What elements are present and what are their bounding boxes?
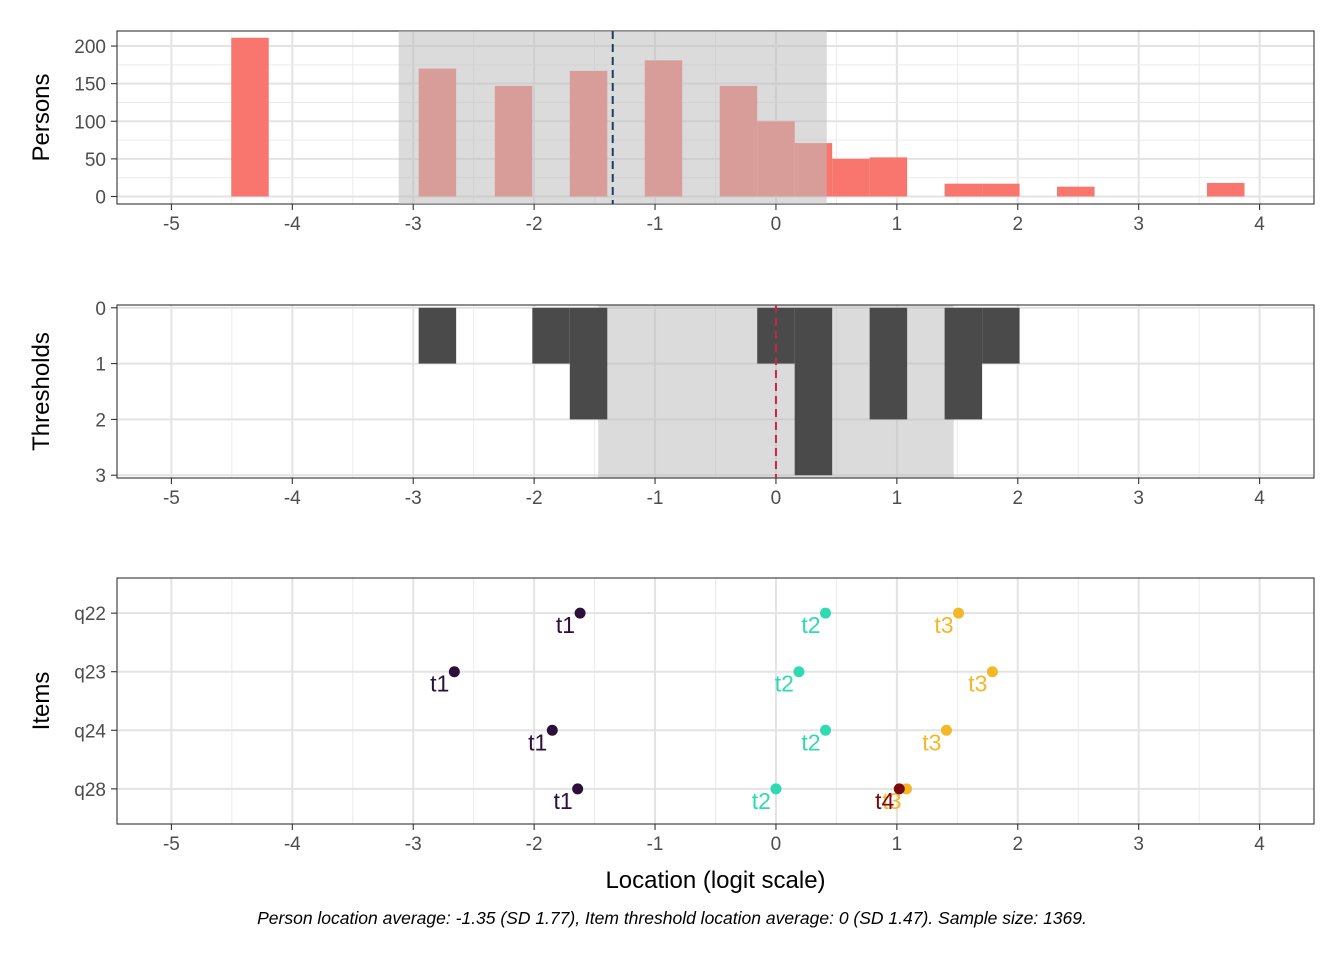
thresholds-x-tick-label: -4 — [284, 488, 301, 509]
thresholds-x-tick-label: 3 — [1133, 488, 1144, 509]
threshold-bar — [794, 307, 833, 476]
persons-bar — [982, 183, 1020, 197]
persons-y-tick-label: 150 — [74, 75, 106, 96]
thresholds-x-tick-label: -2 — [526, 488, 543, 509]
threshold-point-q24-t3 — [940, 724, 952, 736]
items-x-tick-label: 2 — [1012, 834, 1023, 855]
items-x-tick-label: -4 — [284, 834, 301, 855]
threshold-bar — [418, 307, 457, 364]
x-axis-label: Location (logit scale) — [605, 867, 825, 894]
persons-y-tick-label: 0 — [95, 187, 106, 208]
threshold-label-q28-t3: t3 — [882, 788, 901, 814]
items-x-tick-label: -3 — [405, 834, 422, 855]
thresholds-x-tick-label: 1 — [892, 488, 903, 509]
threshold-point-q22-t3 — [953, 607, 965, 619]
thresholds-y-tick-label: 0 — [95, 299, 106, 320]
persons-x-tick-label: 0 — [771, 214, 782, 235]
threshold-bar — [982, 307, 1020, 364]
threshold-label-q22-t2: t2 — [801, 612, 820, 638]
thresholds-x-tick-label: -5 — [163, 488, 180, 509]
threshold-point-q22-t2 — [820, 607, 832, 619]
thresholds-x-tick-label: 4 — [1254, 488, 1265, 509]
thresholds-y-tick-label: 1 — [95, 355, 106, 376]
persons-panel: Persons -5 -4 -3 -2 -1 0 1 2 3 4 0 50 100 150 200 — [28, 30, 1315, 235]
threshold-label-q28-t1: t1 — [553, 788, 572, 814]
threshold-label-q22-t1: t1 — [556, 612, 575, 638]
persons-x-tick-label: -4 — [284, 214, 301, 235]
thresholds-x-tick-label: -3 — [405, 488, 422, 509]
items-x-tick-label: 4 — [1254, 834, 1265, 855]
thresholds-y-axis-label: Thresholds — [28, 332, 55, 451]
persons-bar — [944, 183, 983, 197]
thresholds-y-tick-label: 2 — [95, 410, 106, 431]
thresholds-x-tick-label: -1 — [647, 488, 664, 509]
threshold-label-q23-t1: t1 — [430, 671, 449, 697]
items-panel-border — [116, 577, 1315, 825]
threshold-point-q23-t3 — [986, 666, 998, 678]
items-x-tick-label: 0 — [771, 834, 782, 855]
persons-x-tick-label: 2 — [1012, 214, 1023, 235]
threshold-point-q23-t2 — [793, 666, 805, 678]
persons-y-axis-label: Persons — [28, 73, 55, 161]
threshold-point-q28-t2 — [770, 783, 782, 795]
items-y-axis-label: Items — [28, 672, 55, 731]
persons-x-tick-label: -5 — [163, 214, 180, 235]
items-x-tick-label: -2 — [526, 834, 543, 855]
persons-x-tick-label: 3 — [1133, 214, 1144, 235]
threshold-label-q24-t3: t3 — [922, 729, 941, 755]
items-x-tick-label: 1 — [892, 834, 903, 855]
threshold-bar — [944, 307, 983, 420]
persons-x-tick-label: -2 — [526, 214, 543, 235]
thresholds-y-tick-label: 3 — [95, 466, 106, 487]
threshold-label-q23-t3: t3 — [968, 671, 987, 697]
threshold-point-q24-t2 — [820, 724, 832, 736]
threshold-label-q24-t2: t2 — [801, 729, 820, 755]
persons-bar — [869, 157, 908, 197]
persons-x-tick-label: -3 — [405, 214, 422, 235]
threshold-label-q22-t3: t3 — [934, 612, 953, 638]
thresholds-x-tick-label: 0 — [771, 488, 782, 509]
item-label-q23: q23 — [74, 663, 106, 684]
persons-y-tick-label: 100 — [74, 112, 106, 133]
persons-bar — [1206, 182, 1245, 197]
items-x-tick-label: 3 — [1133, 834, 1144, 855]
items-x-tick-label: -1 — [647, 834, 664, 855]
persons-x-tick-label: 1 — [892, 214, 903, 235]
item-label-q24: q24 — [74, 721, 106, 742]
item-label-q28: q28 — [74, 780, 106, 801]
threshold-point-q28-t4 — [893, 783, 905, 795]
threshold-point-q28-t1 — [572, 783, 584, 795]
threshold-point-q23-t1 — [448, 666, 460, 678]
threshold-label-q23-t2: t2 — [775, 671, 794, 697]
persons-bar — [832, 158, 870, 197]
caption: Person location average: -1.35 (SD 1.77)… — [257, 908, 1087, 928]
threshold-bar — [532, 307, 570, 364]
persons-bar — [1057, 186, 1095, 197]
threshold-label-q28-t2: t2 — [752, 788, 771, 814]
persons-y-tick-label: 200 — [74, 37, 106, 58]
thresholds-panel: Thresholds -5 -4 -3 -2 -1 0 1 2 3 4 0 1 2 3 — [28, 299, 1315, 509]
thresholds-panel-border — [116, 304, 1315, 479]
persons-x-tick-label: 4 — [1254, 214, 1265, 235]
threshold-point-q22-t1 — [574, 607, 586, 619]
persons-bar — [231, 37, 269, 197]
threshold-bar — [569, 307, 608, 420]
threshold-label-q24-t1: t1 — [528, 729, 547, 755]
threshold-label-q28-t4: t4 — [875, 788, 894, 814]
persons-y-tick-label: 50 — [85, 150, 106, 171]
item-label-q22: q22 — [74, 604, 106, 625]
threshold-bar — [869, 307, 908, 420]
thresholds-x-tick-label: 2 — [1012, 488, 1023, 509]
persons-x-tick-label: -1 — [647, 214, 664, 235]
threshold-point-q24-t1 — [546, 724, 558, 736]
items-x-tick-label: -5 — [163, 834, 180, 855]
